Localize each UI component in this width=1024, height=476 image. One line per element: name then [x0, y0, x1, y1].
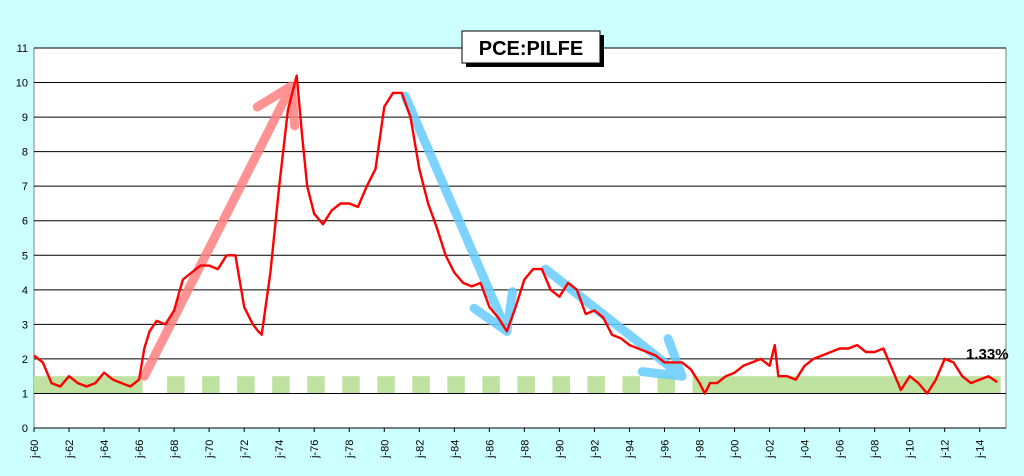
y-tick-label: 2 [22, 354, 28, 366]
x-tick-label: j-06 [835, 440, 847, 459]
down-trend-arrow-1 [400, 91, 518, 336]
target-band-dash-10 [517, 376, 535, 394]
y-tick-label: 4 [22, 285, 28, 297]
y-axis-ticks: 0 1 2 3 4 5 6 7 8 9 10 11 [16, 43, 28, 435]
x-tick-label: j-94 [624, 440, 636, 459]
target-band-dash-3 [272, 376, 290, 394]
x-tick-label: j-00 [730, 440, 742, 459]
series-line-layer [33, 74, 998, 395]
x-tick-label: j-82 [414, 440, 426, 459]
y-tick-label: 6 [22, 216, 28, 228]
x-tick-label: j-88 [519, 440, 531, 459]
x-tick-label: j-66 [134, 440, 146, 459]
target-band-dash-6 [377, 376, 395, 394]
series-line-0 [33, 74, 998, 395]
x-tick-label: j-76 [309, 440, 321, 459]
y-tick-label: 11 [17, 43, 28, 55]
x-tick-label: j-84 [449, 440, 461, 459]
target-band-dash-9 [482, 376, 500, 394]
x-tick-label: j-02 [765, 440, 777, 459]
x-tick-label: j-80 [379, 440, 391, 459]
x-tick-label: j-68 [169, 440, 181, 459]
y-tick-label: 1 [22, 388, 28, 400]
target-band-dash-7 [412, 376, 430, 394]
x-tick-label: j-14 [975, 440, 987, 459]
x-tick-label: j-72 [239, 440, 251, 459]
target-band-dash-11 [552, 376, 570, 394]
target-band [34, 376, 1001, 394]
y-tick-label: 3 [22, 319, 28, 331]
x-tick-label: j-78 [344, 440, 356, 459]
target-band-dash-14 [657, 376, 675, 394]
target-band-dash-13 [622, 376, 640, 394]
gridlines [34, 47, 1006, 429]
y-tick-label: 8 [22, 147, 28, 159]
target-band-dash-2 [237, 376, 255, 394]
x-tick-label: j-12 [940, 440, 952, 459]
x-tick-label: j-10 [905, 440, 917, 459]
target-band-dash-12 [587, 376, 605, 394]
y-tick-label: 5 [22, 250, 28, 262]
x-tick-label: j-90 [554, 440, 566, 459]
chart-title-box: PCE:PILFE [461, 30, 604, 67]
y-tick-label: 0 [22, 423, 28, 435]
x-tick-label: j-96 [659, 440, 671, 459]
last-value-label: 1.33% [966, 346, 1009, 363]
y-tick-label: 9 [22, 112, 28, 124]
target-band-solid-1 [703, 376, 1001, 394]
target-band-dash-1 [202, 376, 220, 394]
x-tick-label: j-62 [64, 440, 76, 459]
x-axis-ticks: j-60 j-62 j-64 j-66 j-68 j-70 j-72 j-74 j-76 j-78… [29, 428, 987, 459]
target-band-dash-0 [167, 376, 185, 394]
x-tick-label: j-98 [695, 440, 707, 459]
x-tick-label: j-64 [99, 440, 111, 459]
x-tick-label: j-74 [274, 440, 286, 459]
plot-area [33, 47, 1007, 429]
x-tick-label: j-92 [589, 440, 601, 459]
x-tick-label: j-60 [29, 440, 41, 459]
x-tick-label: j-04 [800, 440, 812, 459]
y-tick-label: 7 [22, 181, 28, 193]
y-tick-label: 10 [16, 78, 28, 90]
x-tick-label: j-70 [204, 440, 216, 459]
chart-title: PCE:PILFE [479, 38, 583, 60]
x-tick-label: j-86 [484, 440, 496, 459]
x-tick-label: j-08 [870, 440, 882, 459]
target-band-dash-8 [447, 376, 465, 394]
target-band-dash-4 [307, 376, 325, 394]
target-band-dash-5 [342, 376, 360, 394]
